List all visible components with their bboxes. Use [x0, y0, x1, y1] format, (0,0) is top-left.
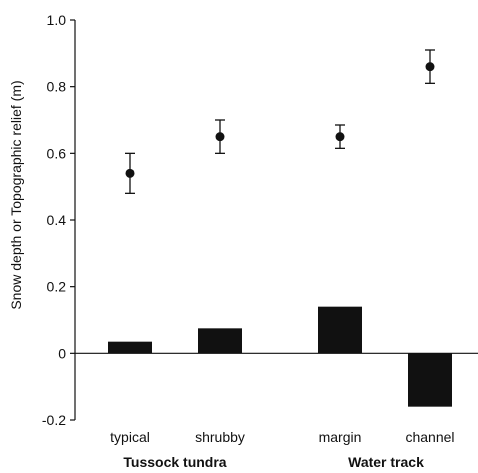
- group-label: Water track: [348, 454, 424, 470]
- y-tick-label: 0.4: [47, 212, 67, 228]
- category-label: margin: [319, 429, 362, 445]
- group-label: Tussock tundra: [123, 454, 226, 470]
- bars-layer: [108, 306, 452, 407]
- data-point: [125, 168, 135, 178]
- bar: [318, 306, 362, 354]
- bar: [408, 353, 452, 407]
- data-point: [425, 62, 435, 72]
- bar: [108, 341, 152, 354]
- labels-layer: -0.2 0 0.2 0.4 0.6 0.8 1.0 typical shrubby margin…: [8, 12, 455, 470]
- category-label: shrubby: [195, 429, 245, 445]
- bar: [198, 328, 242, 354]
- y-tick-label: 0.2: [47, 279, 67, 295]
- y-tick-label: 1.0: [47, 12, 67, 28]
- points-layer: [125, 49, 435, 194]
- y-tick-label: 0: [58, 345, 66, 361]
- y-axis-title: Snow depth or Topographic relief (m): [8, 80, 24, 309]
- data-point: [215, 132, 225, 142]
- data-point: [335, 132, 345, 142]
- y-tick-label: 0.8: [47, 79, 67, 95]
- category-label: channel: [405, 429, 454, 445]
- y-tick-label: -0.2: [42, 412, 66, 428]
- category-label: typical: [110, 429, 150, 445]
- y-tick-label: 0.6: [47, 145, 67, 161]
